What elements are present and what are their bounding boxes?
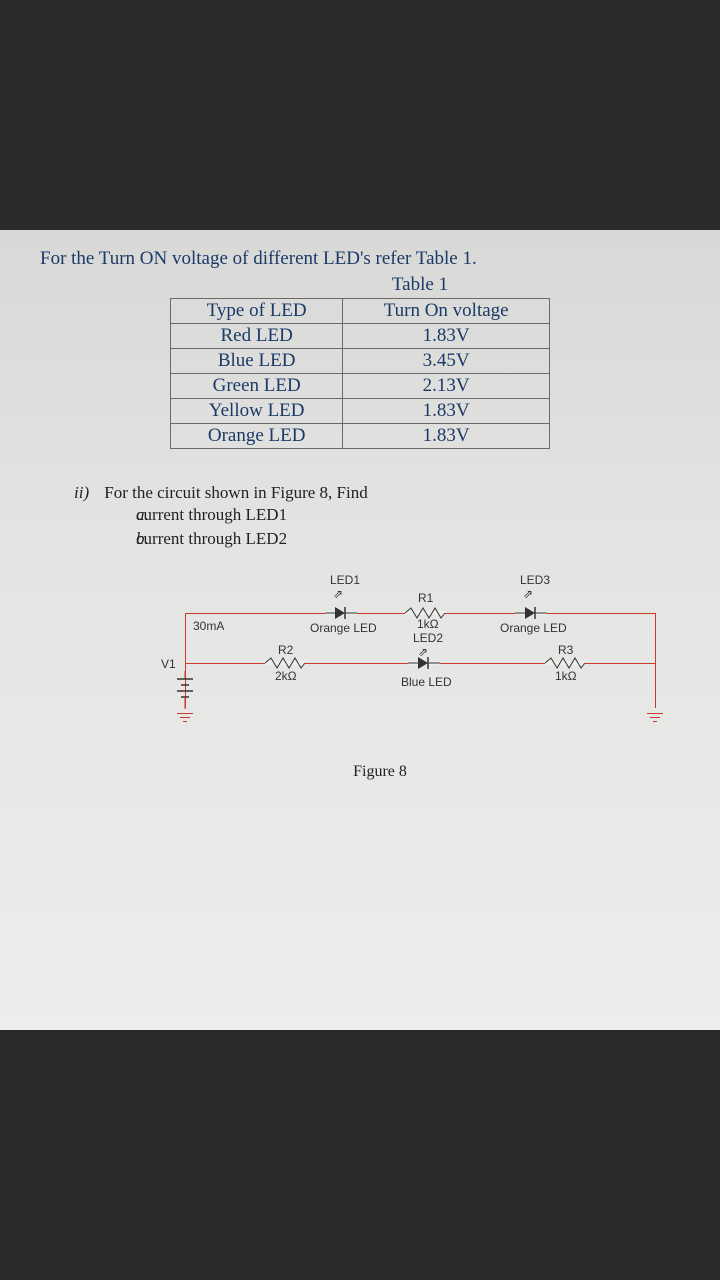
table-cell: Yellow LED	[171, 399, 343, 424]
question-block: ii) For the circuit shown in Figure 8, F…	[74, 483, 680, 551]
table-cell: Red LED	[171, 324, 343, 349]
table-header: Type of LED	[171, 299, 343, 324]
r2-value: 2kΩ	[275, 669, 297, 683]
sub-a-text: current through LED1	[136, 505, 287, 524]
table-cell: 3.45V	[343, 349, 550, 374]
voltage-source-label: V1	[161, 657, 176, 671]
led3-arrows-icon: ⇗	[523, 587, 533, 601]
table-cell: Blue LED	[171, 349, 343, 374]
r3-label: R3	[558, 643, 573, 657]
table-row: Yellow LED 1.83V	[171, 399, 550, 424]
r3-value: 1kΩ	[555, 669, 577, 683]
battery-icon	[173, 671, 197, 709]
led1-arrows-icon: ⇗	[333, 587, 343, 601]
table-cell: 1.83V	[343, 324, 550, 349]
r1-label: R1	[418, 591, 433, 605]
table-row: Red LED 1.83V	[171, 324, 550, 349]
figure-caption: Figure 8	[80, 763, 680, 781]
table-row: Blue LED 3.45V	[171, 349, 550, 374]
led1-label: LED1	[330, 573, 360, 587]
current-source-label: 30mA	[193, 619, 224, 633]
r3-icon	[545, 657, 585, 669]
sub-a-label: a.	[136, 503, 158, 527]
r2-label: R2	[278, 643, 293, 657]
table-cell: Green LED	[171, 374, 343, 399]
table-row: Type of LED Turn On voltage	[171, 299, 550, 324]
sub-b-text: current through LED2	[136, 529, 287, 548]
table-row: Green LED 2.13V	[171, 374, 550, 399]
question-number: ii)	[74, 483, 100, 503]
led3-type: Orange LED	[500, 621, 567, 635]
table-cell: 1.83V	[343, 424, 550, 449]
question-stem: For the circuit shown in Figure 8, Find	[104, 483, 367, 502]
r1-value: 1kΩ	[417, 617, 439, 631]
led-table: Type of LED Turn On voltage Red LED 1.83…	[170, 298, 550, 449]
table-cell: 2.13V	[343, 374, 550, 399]
intro-text: For the Turn ON voltage of different LED…	[40, 248, 680, 270]
page-region: For the Turn ON voltage of different LED…	[0, 230, 720, 1030]
table-caption: Table 1	[160, 274, 680, 296]
led2-type: Blue LED	[401, 675, 452, 689]
sub-b-label: b.	[136, 527, 158, 551]
r2-icon	[265, 657, 305, 669]
led2-arrows-icon: ⇗	[418, 645, 428, 659]
table-cell: Orange LED	[171, 424, 343, 449]
table-row: Orange LED 1.83V	[171, 424, 550, 449]
led1-type: Orange LED	[310, 621, 377, 635]
led2-label: LED2	[413, 631, 443, 645]
circuit-figure: 30mA V1 LED1 ⇗ Orange LED	[125, 573, 685, 733]
led1-icon	[325, 603, 357, 623]
led3-icon	[515, 603, 547, 623]
led3-label: LED3	[520, 573, 550, 587]
table-header: Turn On voltage	[343, 299, 550, 324]
table-cell: 1.83V	[343, 399, 550, 424]
